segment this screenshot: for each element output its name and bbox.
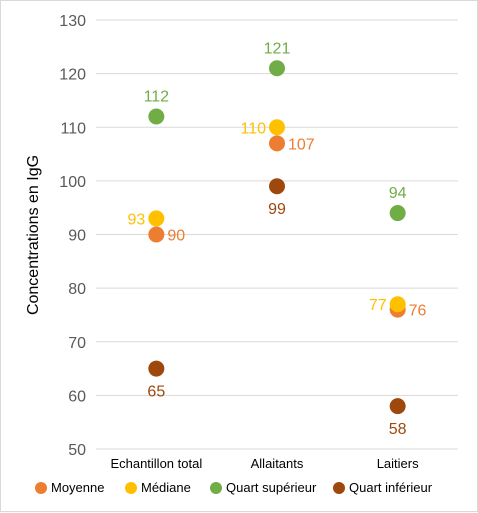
legend-item: Quart supérieur bbox=[210, 480, 317, 495]
legend-item: Moyenne bbox=[35, 480, 104, 495]
legend-marker bbox=[125, 482, 137, 494]
data-label: 65 bbox=[147, 384, 165, 401]
x-category-label: Allaitants bbox=[251, 456, 304, 471]
legend-label: Quart inférieur bbox=[349, 480, 433, 495]
y-tick-label: 100 bbox=[59, 174, 86, 191]
data-point bbox=[389, 205, 406, 222]
legend-item: Médiane bbox=[125, 480, 191, 495]
y-tick-label: 70 bbox=[68, 335, 86, 352]
y-tick-label: 80 bbox=[68, 281, 86, 298]
data-label: 76 bbox=[409, 303, 427, 320]
legend: Moyenne Médiane Quart supérieur Quart infér… bbox=[35, 480, 433, 495]
data-label: 107 bbox=[288, 136, 315, 153]
data-label: 58 bbox=[389, 421, 407, 438]
data-label: 110 bbox=[240, 120, 266, 137]
data-point bbox=[269, 135, 285, 152]
data-point bbox=[148, 360, 165, 377]
data-point bbox=[269, 119, 285, 136]
legend-marker bbox=[35, 482, 47, 494]
legend-label: Quart supérieur bbox=[226, 480, 317, 495]
x-category-label: Laitiers bbox=[377, 456, 419, 471]
y-tick-label: 130 bbox=[59, 13, 86, 30]
y-tick-label: 120 bbox=[59, 67, 86, 84]
y-tick-label: 90 bbox=[68, 228, 86, 245]
data-point bbox=[389, 398, 406, 415]
data-point bbox=[389, 296, 406, 313]
y-tick-label: 50 bbox=[68, 442, 86, 459]
legend-marker bbox=[210, 482, 222, 494]
data-point bbox=[148, 210, 165, 227]
data-point bbox=[148, 108, 165, 125]
data-points: 90 107 76 93 110 77 112 121 94 65 99 58 bbox=[128, 40, 427, 438]
legend-label: Médiane bbox=[141, 480, 191, 495]
data-label: 93 bbox=[128, 211, 146, 228]
x-category-label: Echantillon total bbox=[110, 456, 202, 471]
y-tick-label: 110 bbox=[60, 120, 86, 137]
y-axis-label: Concentrations en IgG bbox=[25, 155, 42, 315]
data-label: 112 bbox=[144, 89, 170, 106]
legend-label: Moyenne bbox=[51, 480, 104, 495]
x-category-labels: Echantillon total Allaitants Laitiers bbox=[110, 456, 419, 471]
legend-marker bbox=[333, 482, 345, 494]
data-label: 99 bbox=[268, 201, 286, 218]
data-label: 94 bbox=[389, 185, 407, 202]
y-tick-label: 60 bbox=[68, 388, 86, 405]
data-label: 121 bbox=[264, 40, 291, 57]
data-point bbox=[269, 60, 285, 77]
data-label: 77 bbox=[369, 297, 387, 314]
data-point bbox=[269, 178, 285, 195]
y-tick-labels: 50 60 70 80 90 100 110 120 130 bbox=[59, 13, 86, 459]
data-point bbox=[148, 226, 165, 243]
legend-item: Quart inférieur bbox=[333, 480, 433, 495]
data-label: 90 bbox=[167, 228, 185, 245]
